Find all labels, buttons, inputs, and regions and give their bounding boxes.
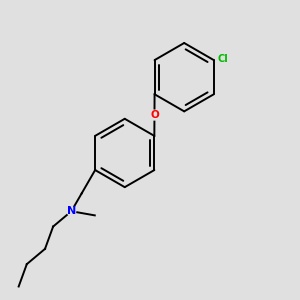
Text: N: N bbox=[67, 206, 76, 216]
Text: O: O bbox=[150, 110, 159, 120]
Text: Cl: Cl bbox=[217, 54, 228, 64]
